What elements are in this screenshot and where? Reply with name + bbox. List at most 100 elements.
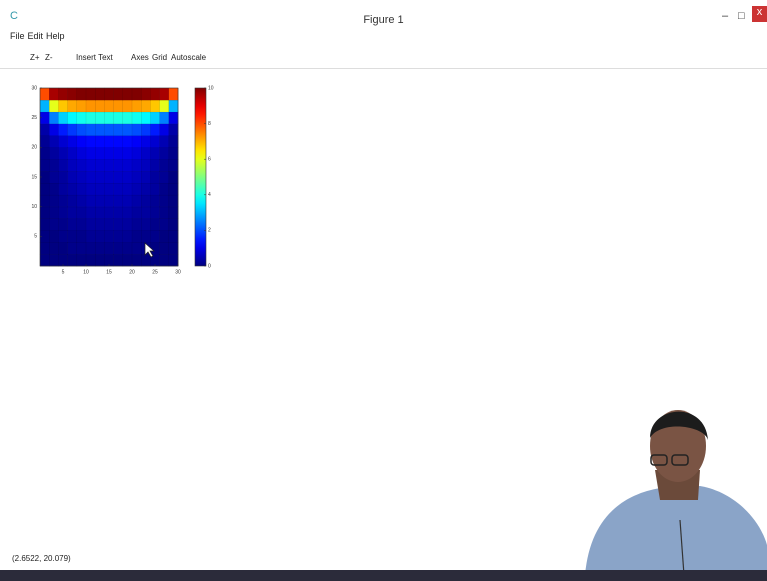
heatmap-cell: [77, 159, 87, 171]
heatmap-cell: [150, 195, 160, 207]
heatmap-cell: [150, 230, 160, 242]
heatmap-cell: [114, 195, 124, 207]
x-tick-label: 25: [152, 269, 158, 275]
heatmap-cell: [49, 112, 59, 124]
heatmap-cell: [95, 183, 105, 195]
heatmap-cell: [95, 135, 105, 147]
figure-canvas: 51015202530510152025300246810: [0, 0, 767, 581]
heatmap-cell: [141, 207, 151, 219]
heatmap-cell: [77, 124, 87, 136]
heatmap-cell: [114, 135, 124, 147]
heatmap-cell: [86, 219, 96, 231]
heatmap-cell: [141, 195, 151, 207]
heatmap-cell: [95, 124, 105, 136]
heatmap-cell: [150, 171, 160, 183]
heatmap-cell: [160, 183, 170, 195]
heatmap-cell: [40, 88, 50, 100]
heatmap-cell: [40, 195, 50, 207]
heatmap-cell: [123, 100, 133, 112]
heatmap-cell: [132, 254, 142, 266]
x-tick-label: 30: [175, 269, 181, 275]
heatmap-cell: [132, 100, 142, 112]
heatmap-cell: [49, 254, 59, 266]
heatmap-cell: [77, 207, 87, 219]
heatmap-cell: [123, 147, 133, 159]
heatmap-cell: [169, 124, 179, 136]
heatmap-cell: [150, 219, 160, 231]
heatmap-cell: [40, 135, 50, 147]
heatmap-cell: [132, 135, 142, 147]
heatmap-cell: [160, 88, 170, 100]
heatmap-cell: [169, 112, 179, 124]
heatmap-cell: [132, 242, 142, 254]
heatmap-cell: [160, 171, 170, 183]
heatmap-cell: [58, 112, 68, 124]
heatmap-cell: [141, 147, 151, 159]
heatmap-cell: [150, 135, 160, 147]
status-text: (2.6522, 20.079): [12, 554, 71, 563]
heatmap-cell: [123, 207, 133, 219]
heatmap-cell: [95, 207, 105, 219]
heatmap-cell: [104, 88, 114, 100]
heatmap-cell: [49, 242, 59, 254]
heatmap-cell: [123, 242, 133, 254]
heatmap-cell: [132, 112, 142, 124]
heatmap-cell: [95, 159, 105, 171]
heatmap-cell: [68, 135, 78, 147]
x-tick-label: 15: [106, 269, 112, 275]
heatmap-cell: [86, 254, 96, 266]
heatmap-cell: [58, 124, 68, 136]
heatmap-cell: [95, 230, 105, 242]
heatmap-cell: [114, 124, 124, 136]
heatmap-cell: [169, 195, 179, 207]
heatmap-cell: [104, 230, 114, 242]
heatmap-cell: [114, 88, 124, 100]
heatmap-cell: [68, 147, 78, 159]
heatmap-cell: [68, 100, 78, 112]
heatmap-cell: [132, 124, 142, 136]
heatmap-cell: [132, 147, 142, 159]
heatmap-cell: [40, 219, 50, 231]
heatmap-cell: [49, 135, 59, 147]
heatmap-cell: [169, 230, 179, 242]
heatmap-cell: [141, 171, 151, 183]
x-tick-label: 10: [83, 269, 89, 275]
heatmap-cell: [160, 254, 170, 266]
heatmap-cell: [40, 100, 50, 112]
heatmap-cell: [104, 171, 114, 183]
heatmap-cell: [114, 242, 124, 254]
heatmap-cell: [58, 135, 68, 147]
heatmap-cell: [49, 219, 59, 231]
heatmap-cell: [150, 100, 160, 112]
colorbar: [195, 88, 206, 266]
heatmap-cell: [160, 242, 170, 254]
heatmap-cell: [40, 242, 50, 254]
heatmap-cell: [123, 112, 133, 124]
heatmap-cell: [104, 183, 114, 195]
heatmap-cell: [160, 135, 170, 147]
heatmap-cell: [169, 88, 179, 100]
heatmap-cell: [77, 147, 87, 159]
heatmap-cell: [68, 112, 78, 124]
heatmap-cell: [49, 124, 59, 136]
y-tick-label: 10: [31, 204, 37, 210]
heatmap-cell: [95, 147, 105, 159]
heatmap-cell: [49, 195, 59, 207]
heatmap-cell: [58, 183, 68, 195]
heatmap-cell: [150, 242, 160, 254]
y-tick-label: 30: [31, 85, 37, 91]
heatmap-cell: [150, 112, 160, 124]
heatmap-cell: [114, 254, 124, 266]
heatmap-cell: [86, 242, 96, 254]
heatmap-cell: [95, 242, 105, 254]
heatmap-cell: [169, 171, 179, 183]
y-tick-label: 20: [31, 145, 37, 151]
heatmap-cell: [58, 159, 68, 171]
taskbar: [0, 570, 767, 581]
heatmap-cell: [104, 242, 114, 254]
heatmap-cell: [169, 183, 179, 195]
heatmap-cell: [169, 100, 179, 112]
heatmap-cell: [68, 183, 78, 195]
heatmap-cell: [49, 230, 59, 242]
heatmap-cell: [132, 159, 142, 171]
